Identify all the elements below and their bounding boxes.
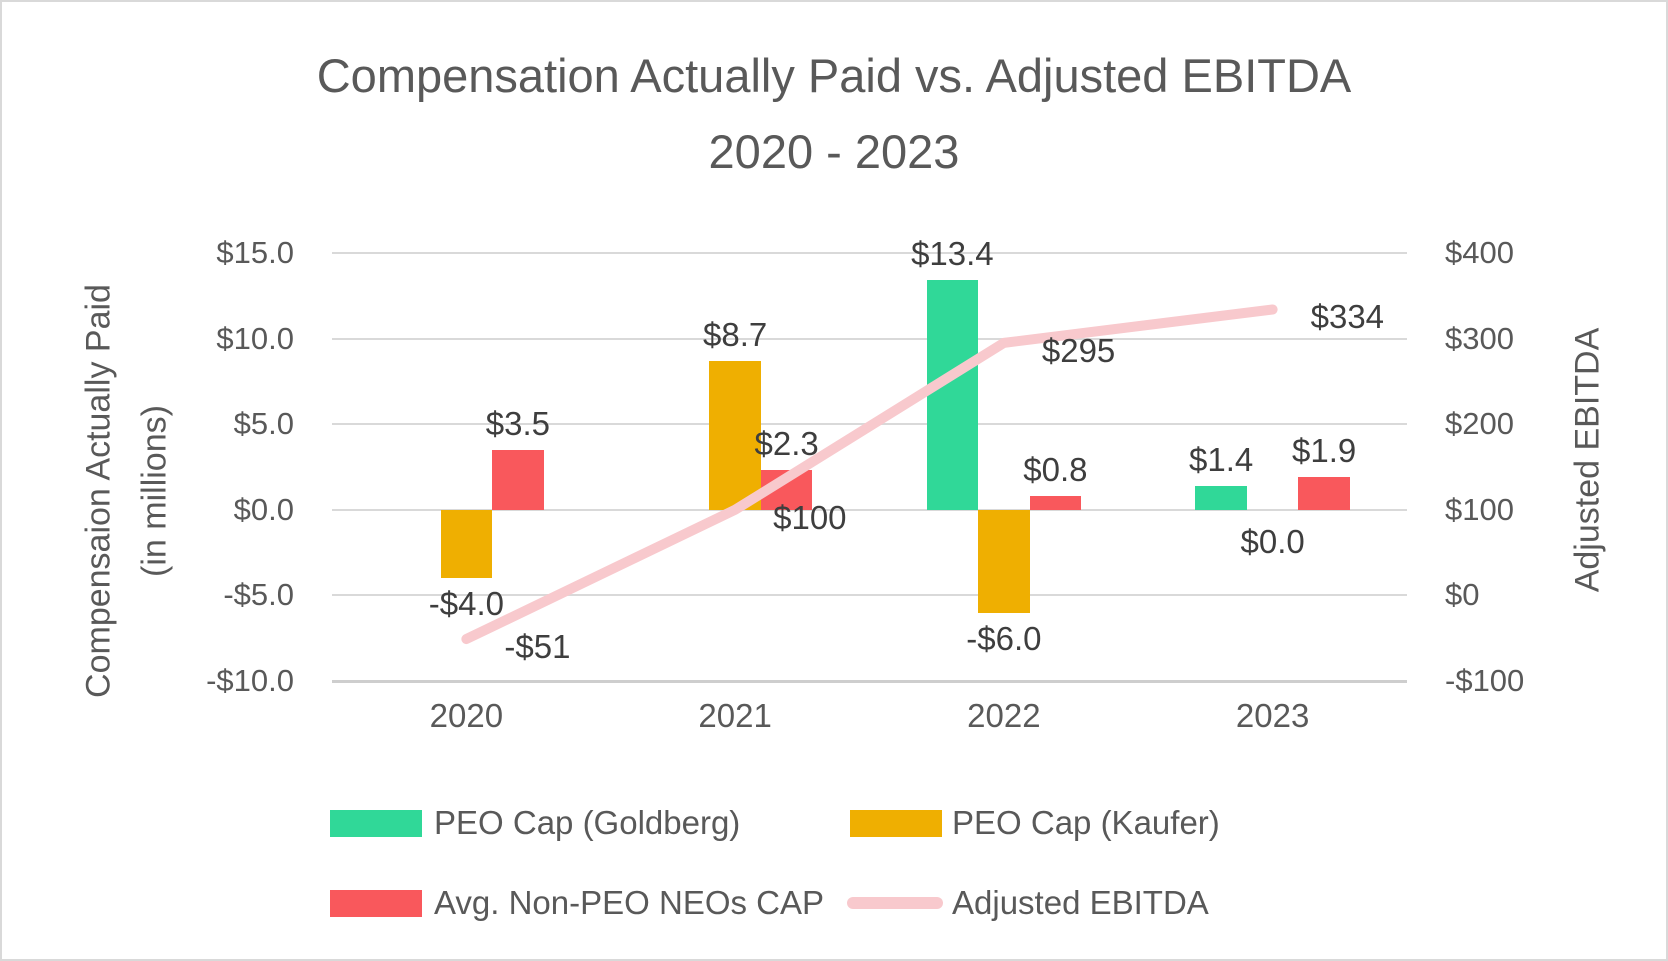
bar-data-label: $8.7 [703, 315, 768, 353]
right-axis-tick-label: $300 [1445, 320, 1514, 356]
bar-data-label: $1.4 [1189, 440, 1254, 478]
bar-gold [709, 360, 761, 510]
chart-title-line2: 2020 - 2023 [708, 125, 960, 178]
line-data-label: -$51 [504, 628, 571, 666]
gridline [332, 680, 1407, 683]
x-axis-label: 2021 [698, 697, 772, 734]
x-axis-label: 2020 [429, 697, 504, 734]
right-axis-tick-label: -$100 [1445, 663, 1525, 698]
bar-data-label: $2.3 [754, 425, 819, 463]
right-axis-title: Adjusted EBITDA [1568, 327, 1607, 593]
bar-data-label: $1.9 [1292, 432, 1357, 470]
bar-gold [440, 509, 493, 579]
left-axis-tick-label: -$10.0 [206, 663, 294, 698]
legend-label: Avg. Non-PEO NEOs CAP [434, 884, 825, 921]
chart-title: Compensation Actually Paid vs. Adjusted … [2, 38, 1666, 190]
bar-data-label: $0.8 [1023, 451, 1088, 489]
bar-red [1298, 477, 1350, 510]
bar-data-label: -$6.0 [966, 619, 1042, 657]
bar-red [1029, 496, 1082, 510]
line-data-label: $100 [773, 498, 847, 536]
gridline [332, 252, 1407, 254]
bar-red [492, 449, 544, 510]
left-axis-tick-label: $5.0 [233, 406, 294, 442]
x-axis-label: 2023 [1235, 697, 1310, 734]
legend-swatch-red [330, 890, 422, 917]
right-axis-tick-label: $200 [1445, 406, 1514, 442]
bar-gold [978, 509, 1030, 613]
left-axis-tick-label: -$5.0 [223, 577, 294, 613]
right-axis-tick-label: $100 [1445, 491, 1514, 527]
bar-green [926, 280, 979, 510]
legend-line-swatch-pink [847, 897, 943, 909]
legend-label: PEO Cap (Goldberg) [434, 804, 741, 841]
bar-data-label: $3.5 [485, 404, 550, 442]
bar-data-label: -$4.0 [428, 585, 504, 623]
line-data-label: $295 [1041, 331, 1116, 369]
gridline [332, 337, 1407, 340]
legend-label: PEO Cap (Kaufer) [952, 804, 1220, 841]
bar-data-label: $0.0 [1240, 522, 1305, 560]
bar-green [1195, 485, 1247, 510]
legend-label: Adjusted EBITDA [952, 884, 1209, 921]
line-path [461, 304, 1278, 645]
x-axis-label: 2022 [967, 697, 1041, 734]
bar-data-label: $13.4 [911, 235, 994, 273]
right-axis-tick-label: $400 [1445, 235, 1514, 270]
chart-title-line1: Compensation Actually Paid vs. Adjusted … [316, 49, 1352, 102]
line-data-label: $334 [1310, 298, 1385, 336]
legend-swatch-green [330, 810, 422, 837]
left-axis-tick-label: $15.0 [216, 235, 294, 270]
left-axis-tick-label: $0.0 [233, 491, 294, 527]
legend-swatch-gold [850, 810, 942, 837]
left-axis-tick-label: $10.0 [216, 320, 294, 356]
right-axis-tick-label: $0 [1445, 577, 1480, 613]
